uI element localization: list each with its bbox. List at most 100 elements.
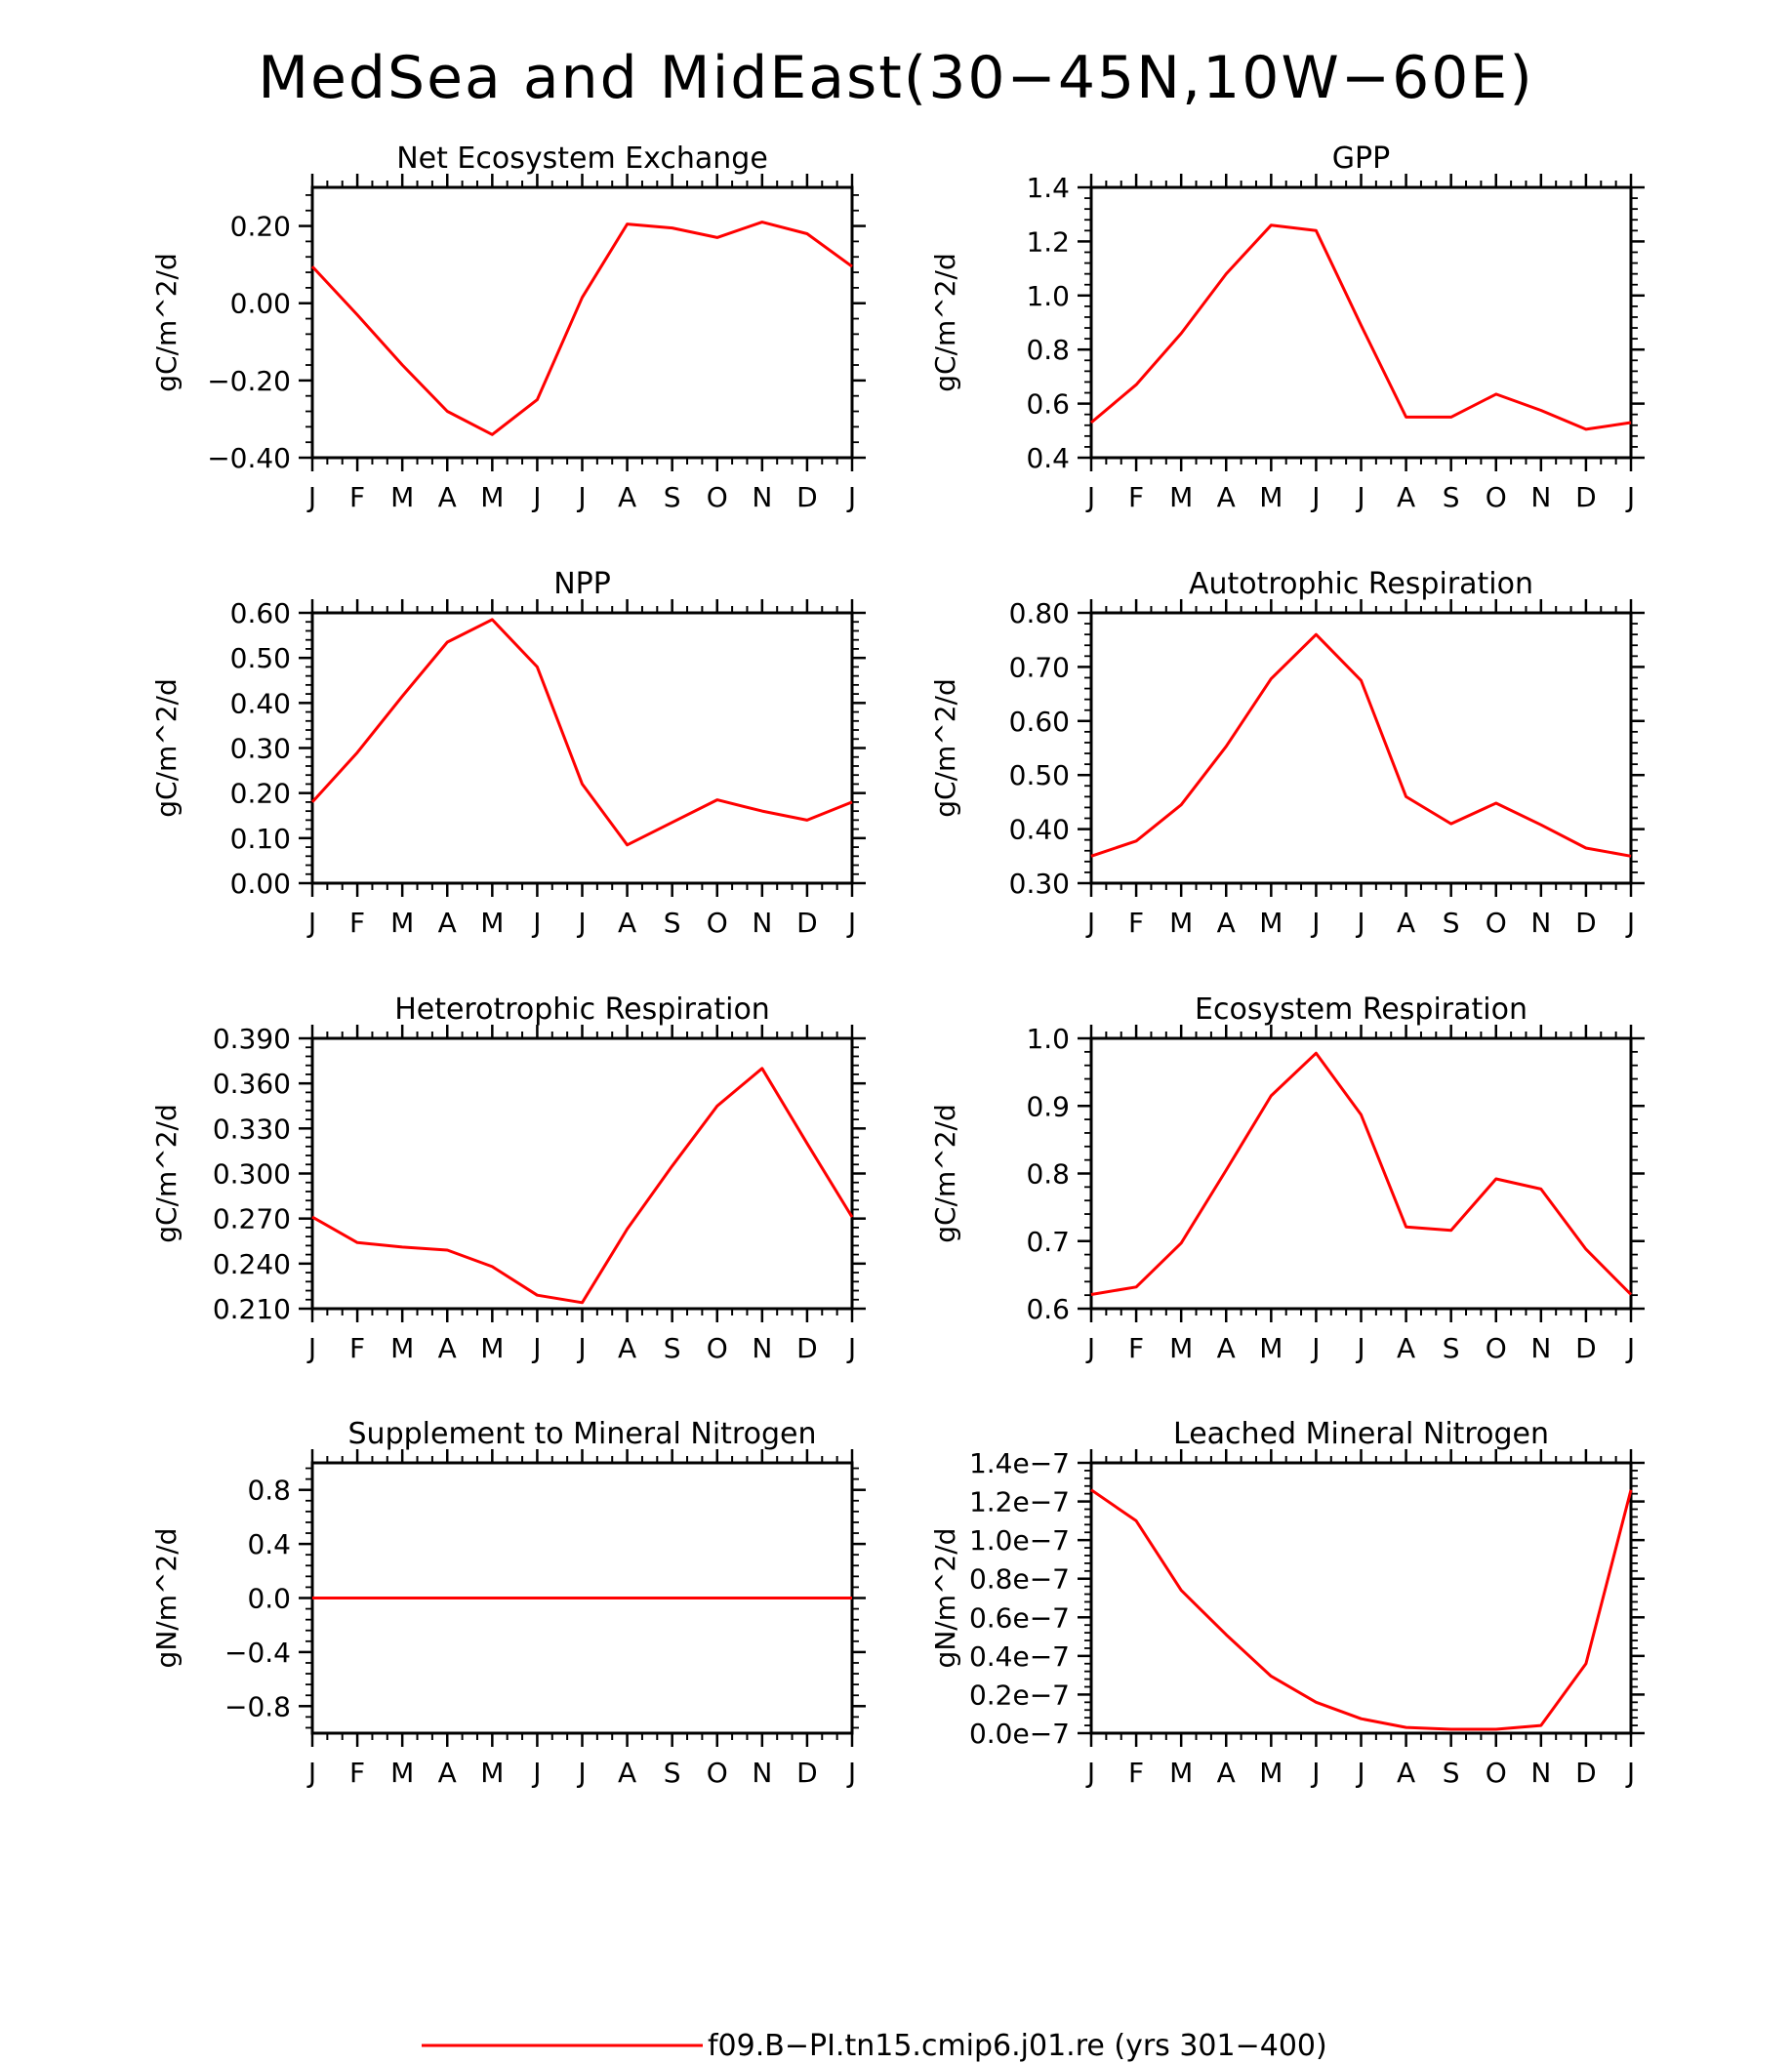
y-axis-label: gC/m^2/d (929, 253, 961, 392)
y-tick-label: 1.4e−7 (969, 1447, 1070, 1479)
series-line (1090, 1488, 1633, 1731)
x-tick-label: M (1169, 907, 1193, 939)
x-tick-label: A (438, 1332, 457, 1364)
x-tick-label: J (1085, 1757, 1095, 1789)
panel-title: Supplement to Mineral Nitrogen (348, 1417, 817, 1451)
y-tick-label: 1.2e−7 (969, 1486, 1070, 1518)
x-tick-label: J (1310, 1332, 1320, 1364)
x-tick-label: J (1625, 907, 1635, 939)
y-tick-label: 0.240 (213, 1248, 291, 1280)
panel-title: Heterotrophic Respiration (394, 992, 770, 1027)
panel-title: Leached Mineral Nitrogen (1173, 1417, 1549, 1451)
y-tick-label: 0.00 (230, 288, 291, 320)
x-tick-label: M (390, 907, 414, 939)
x-tick-label: J (1625, 481, 1635, 513)
x-tick-label: M (1169, 1332, 1193, 1364)
x-tick-label: M (390, 481, 414, 513)
x-tick-label: M (480, 1332, 504, 1364)
x-tick-label: F (1128, 1332, 1144, 1364)
y-tick-label: 0.8e−7 (969, 1563, 1070, 1596)
y-tick-label: 0.4 (1026, 442, 1070, 474)
x-tick-label: J (1625, 1757, 1635, 1789)
y-tick-label: 1.4 (1026, 172, 1070, 204)
legend-label: f09.B−PI.tn15.cmip6.j01.re (yrs 301−400) (708, 2029, 1327, 2063)
x-tick-label: N (1530, 1757, 1551, 1789)
x-tick-label: J (531, 907, 541, 939)
x-tick-label: S (1443, 1757, 1460, 1789)
y-tick-label: −0.4 (224, 1637, 291, 1669)
x-tick-label: A (1397, 1757, 1415, 1789)
x-tick-label: J (576, 481, 586, 513)
y-tick-label: 1.0e−7 (969, 1524, 1070, 1557)
y-tick-label: 0.30 (230, 733, 291, 765)
y-tick-label: 0.0 (247, 1583, 291, 1615)
plot-frame (1089, 1461, 1633, 1735)
x-tick-label: M (1259, 481, 1283, 513)
x-tick-label: N (752, 907, 772, 939)
plot-frame (310, 611, 854, 885)
y-tick-label: −0.8 (224, 1690, 291, 1722)
x-tick-label: J (531, 481, 541, 513)
x-tick-label: J (846, 1757, 856, 1789)
y-tick-label: 0.300 (213, 1158, 291, 1191)
figure-title: MedSea and MidEast(30−45N,10W−60E) (258, 44, 1534, 112)
y-tick-label: 0.20 (230, 778, 291, 810)
x-tick-label: A (438, 907, 457, 939)
series-line (311, 1067, 854, 1305)
panel-title: GPP (1332, 142, 1390, 176)
series-line (1090, 1051, 1633, 1296)
y-tick-label: 0.70 (1009, 651, 1070, 683)
x-tick-label: J (576, 907, 586, 939)
y-tick-label: 1.2 (1026, 225, 1070, 258)
x-tick-label: F (1128, 907, 1144, 939)
y-tick-label: 0.0e−7 (969, 1718, 1070, 1750)
x-tick-label: N (1530, 481, 1551, 513)
y-axis-label: gC/m^2/d (150, 678, 183, 818)
y-tick-label: 0.20 (230, 211, 291, 243)
x-tick-label: S (1443, 1332, 1460, 1364)
x-tick-label: A (1217, 1332, 1236, 1364)
x-tick-label: J (1310, 481, 1320, 513)
x-tick-label: J (1355, 1757, 1364, 1789)
x-tick-label: D (796, 1757, 818, 1789)
x-tick-label: S (1443, 907, 1460, 939)
x-tick-label: M (480, 481, 504, 513)
x-tick-label: J (306, 907, 316, 939)
panel-title: Net Ecosystem Exchange (396, 142, 768, 176)
y-tick-label: 0.330 (213, 1113, 291, 1145)
x-tick-label: O (707, 1757, 728, 1789)
plot-frame (310, 1036, 854, 1311)
x-tick-label: O (707, 907, 728, 939)
x-tick-label: F (349, 1332, 365, 1364)
y-tick-label: 0.50 (230, 642, 291, 674)
x-tick-label: J (846, 907, 856, 939)
series-line (310, 618, 853, 847)
x-tick-label: N (752, 1757, 772, 1789)
x-tick-label: D (1575, 481, 1597, 513)
x-tick-label: D (796, 481, 818, 513)
x-tick-label: M (480, 907, 504, 939)
y-tick-label: 0.8 (1026, 1158, 1070, 1191)
x-tick-label: D (796, 907, 818, 939)
x-tick-label: J (576, 1332, 586, 1364)
x-tick-label: F (349, 907, 365, 939)
y-axis-label: gC/m^2/d (929, 678, 961, 818)
x-tick-label: F (1128, 1757, 1144, 1789)
x-tick-label: M (480, 1757, 504, 1789)
x-tick-label: A (438, 481, 457, 513)
plot-frame (1089, 1036, 1633, 1311)
x-tick-label: A (1397, 1332, 1415, 1364)
y-tick-label: 0.50 (1009, 759, 1070, 791)
x-tick-label: D (1575, 1332, 1597, 1364)
x-tick-label: S (664, 481, 681, 513)
y-tick-label: 0.8 (1026, 334, 1070, 366)
x-tick-label: A (1217, 907, 1236, 939)
legend: f09.B−PI.tn15.cmip6.j01.re (yrs 301−400) (422, 2029, 1327, 2063)
x-tick-label: D (796, 1332, 818, 1364)
y-tick-label: 0.210 (213, 1293, 291, 1325)
y-tick-label: 1.0 (1026, 1023, 1070, 1055)
x-tick-label: J (1355, 481, 1364, 513)
